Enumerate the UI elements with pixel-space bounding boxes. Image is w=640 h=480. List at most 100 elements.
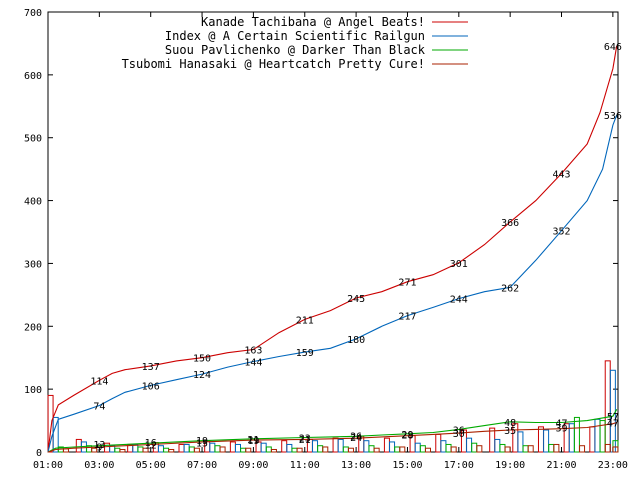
hourly-bar-series-4 xyxy=(193,447,200,453)
legend-label-series-2: Index @ A Certain Scientific Railgun xyxy=(165,29,425,43)
y-tick-label: 100 xyxy=(24,385,42,396)
hourly-bar-series-4 xyxy=(425,447,431,453)
data-label-series-1: 366 xyxy=(501,218,519,229)
hourly-bar-series-2 xyxy=(183,443,190,453)
hourly-bar-series-4 xyxy=(612,446,619,453)
hourly-bar-series-3 xyxy=(599,420,606,453)
hourly-bar-series-1 xyxy=(229,441,236,453)
x-tick-label: 15:00 xyxy=(392,460,422,471)
hourly-bar-series-4 xyxy=(504,446,511,453)
hourly-bar-series-4 xyxy=(527,445,534,453)
data-label-series-2: 124 xyxy=(193,370,211,381)
data-label-series-3: 13 xyxy=(93,440,105,451)
hourly-bar-series-3 xyxy=(573,416,580,453)
legend: Kanade Tachibana @ Angel Beats!Index @ A… xyxy=(122,15,468,71)
data-label-series-1: 163 xyxy=(244,346,262,357)
x-tick-label: 21:00 xyxy=(546,460,576,471)
hourly-bar-series-4 xyxy=(399,446,406,453)
data-label-series-4: 12 xyxy=(145,440,157,451)
x-tick-label: 13:00 xyxy=(341,460,371,471)
data-label-series-2: 217 xyxy=(398,312,416,323)
data-label-series-2: 180 xyxy=(347,335,365,346)
data-label-series-4: 24 xyxy=(350,433,362,444)
y-tick-label: 200 xyxy=(24,322,42,333)
hourly-bar-series-2 xyxy=(609,369,616,453)
hourly-bar-series-4 xyxy=(142,447,149,453)
hourly-bar-series-4 xyxy=(245,447,252,453)
data-label-series-1: 114 xyxy=(90,376,108,387)
data-label-series-3: 16 xyxy=(145,438,157,449)
hourly-bar-series-3 xyxy=(114,447,121,453)
y-tick-label: 600 xyxy=(24,71,42,82)
hourly-bar-series-2 xyxy=(594,418,601,453)
data-label-series-4: 47 xyxy=(607,418,619,429)
data-label-series-4: 28 xyxy=(401,430,413,441)
y-tick-label: 400 xyxy=(24,197,42,208)
hourly-bar-series-2 xyxy=(517,431,524,453)
hourly-bar-series-3 xyxy=(394,446,401,453)
hourly-bar-series-2 xyxy=(157,445,164,453)
hourly-bar-series-3 xyxy=(522,445,529,453)
series-line-3 xyxy=(47,409,618,453)
hourly-bar-series-3 xyxy=(163,447,170,453)
hourly-bar-series-4 xyxy=(119,448,126,453)
y-tick-label: 0 xyxy=(36,448,42,459)
series-line-2 xyxy=(47,114,618,453)
hourly-bar-series-3 xyxy=(214,445,221,453)
x-tick-label: 05:00 xyxy=(136,460,166,471)
hourly-bar-series-4 xyxy=(450,446,457,453)
hourly-bar-series-4 xyxy=(553,443,560,453)
hourly-bar-series-2 xyxy=(312,440,319,453)
series-line-4 xyxy=(47,421,617,453)
data-label-series-3: 21 xyxy=(247,435,259,446)
hourly-bar-series-3 xyxy=(419,445,426,453)
hourly-bar-series-1 xyxy=(589,426,596,453)
hourly-bar-series-1 xyxy=(178,443,185,453)
data-label-series-2: 74 xyxy=(93,401,105,412)
data-label-series-3: 29 xyxy=(401,430,413,441)
x-tick-label: 09:00 xyxy=(238,460,268,471)
x-tick-label: 03:00 xyxy=(84,460,114,471)
series-line-1 xyxy=(47,45,618,453)
y-tick-label: 500 xyxy=(24,134,42,145)
data-label-series-1: 137 xyxy=(142,362,160,373)
hourly-bar-series-3 xyxy=(445,443,452,453)
hourly-bar-series-4 xyxy=(219,446,226,453)
hourly-bar-series-1 xyxy=(435,433,442,453)
data-label-series-1: 301 xyxy=(450,259,468,270)
hourly-bar-series-4 xyxy=(322,446,329,453)
hourly-bar-series-1 xyxy=(489,427,496,453)
hourly-bar-series-2 xyxy=(337,438,344,453)
hourly-bar-series-3 xyxy=(368,445,375,453)
hourly-bar-series-4 xyxy=(168,448,175,453)
y-tick-label: 700 xyxy=(24,8,42,19)
hourly-bar-series-2 xyxy=(414,442,421,453)
hourly-bar-series-3 xyxy=(188,446,195,453)
hourly-bar-series-2 xyxy=(363,440,370,453)
data-label-series-3: 47 xyxy=(555,418,567,429)
data-label-series-4: 15 xyxy=(196,439,208,450)
hourly-bar-series-4 xyxy=(476,445,483,453)
hourly-bar-series-3 xyxy=(291,447,298,453)
data-label-series-1: 211 xyxy=(296,315,314,326)
data-label-series-2: 352 xyxy=(552,227,570,238)
x-tick-label: 01:00 xyxy=(33,460,63,471)
data-label-series-4: 30 xyxy=(453,429,465,440)
hourly-bar-series-3 xyxy=(342,446,349,453)
hourly-bar-series-4 xyxy=(604,443,611,453)
hourly-bar-series-1 xyxy=(75,438,82,453)
data-label-series-4: 9 xyxy=(96,442,102,453)
data-label-series-1: 443 xyxy=(552,170,570,181)
plot-frame xyxy=(47,11,619,453)
x-tick-label: 17:00 xyxy=(444,460,474,471)
data-label-series-3: 23 xyxy=(299,434,311,445)
hourly-bar-series-2 xyxy=(260,442,267,453)
hourly-bar-series-3 xyxy=(240,447,247,453)
data-label-series-1: 245 xyxy=(347,294,365,305)
hourly-bar-series-3 xyxy=(499,443,506,453)
data-label-series-4: 39 xyxy=(555,423,567,434)
data-label-series-2: 144 xyxy=(244,357,262,368)
hourly-bar-series-3 xyxy=(137,446,144,453)
data-label-series-3: 48 xyxy=(504,418,516,429)
